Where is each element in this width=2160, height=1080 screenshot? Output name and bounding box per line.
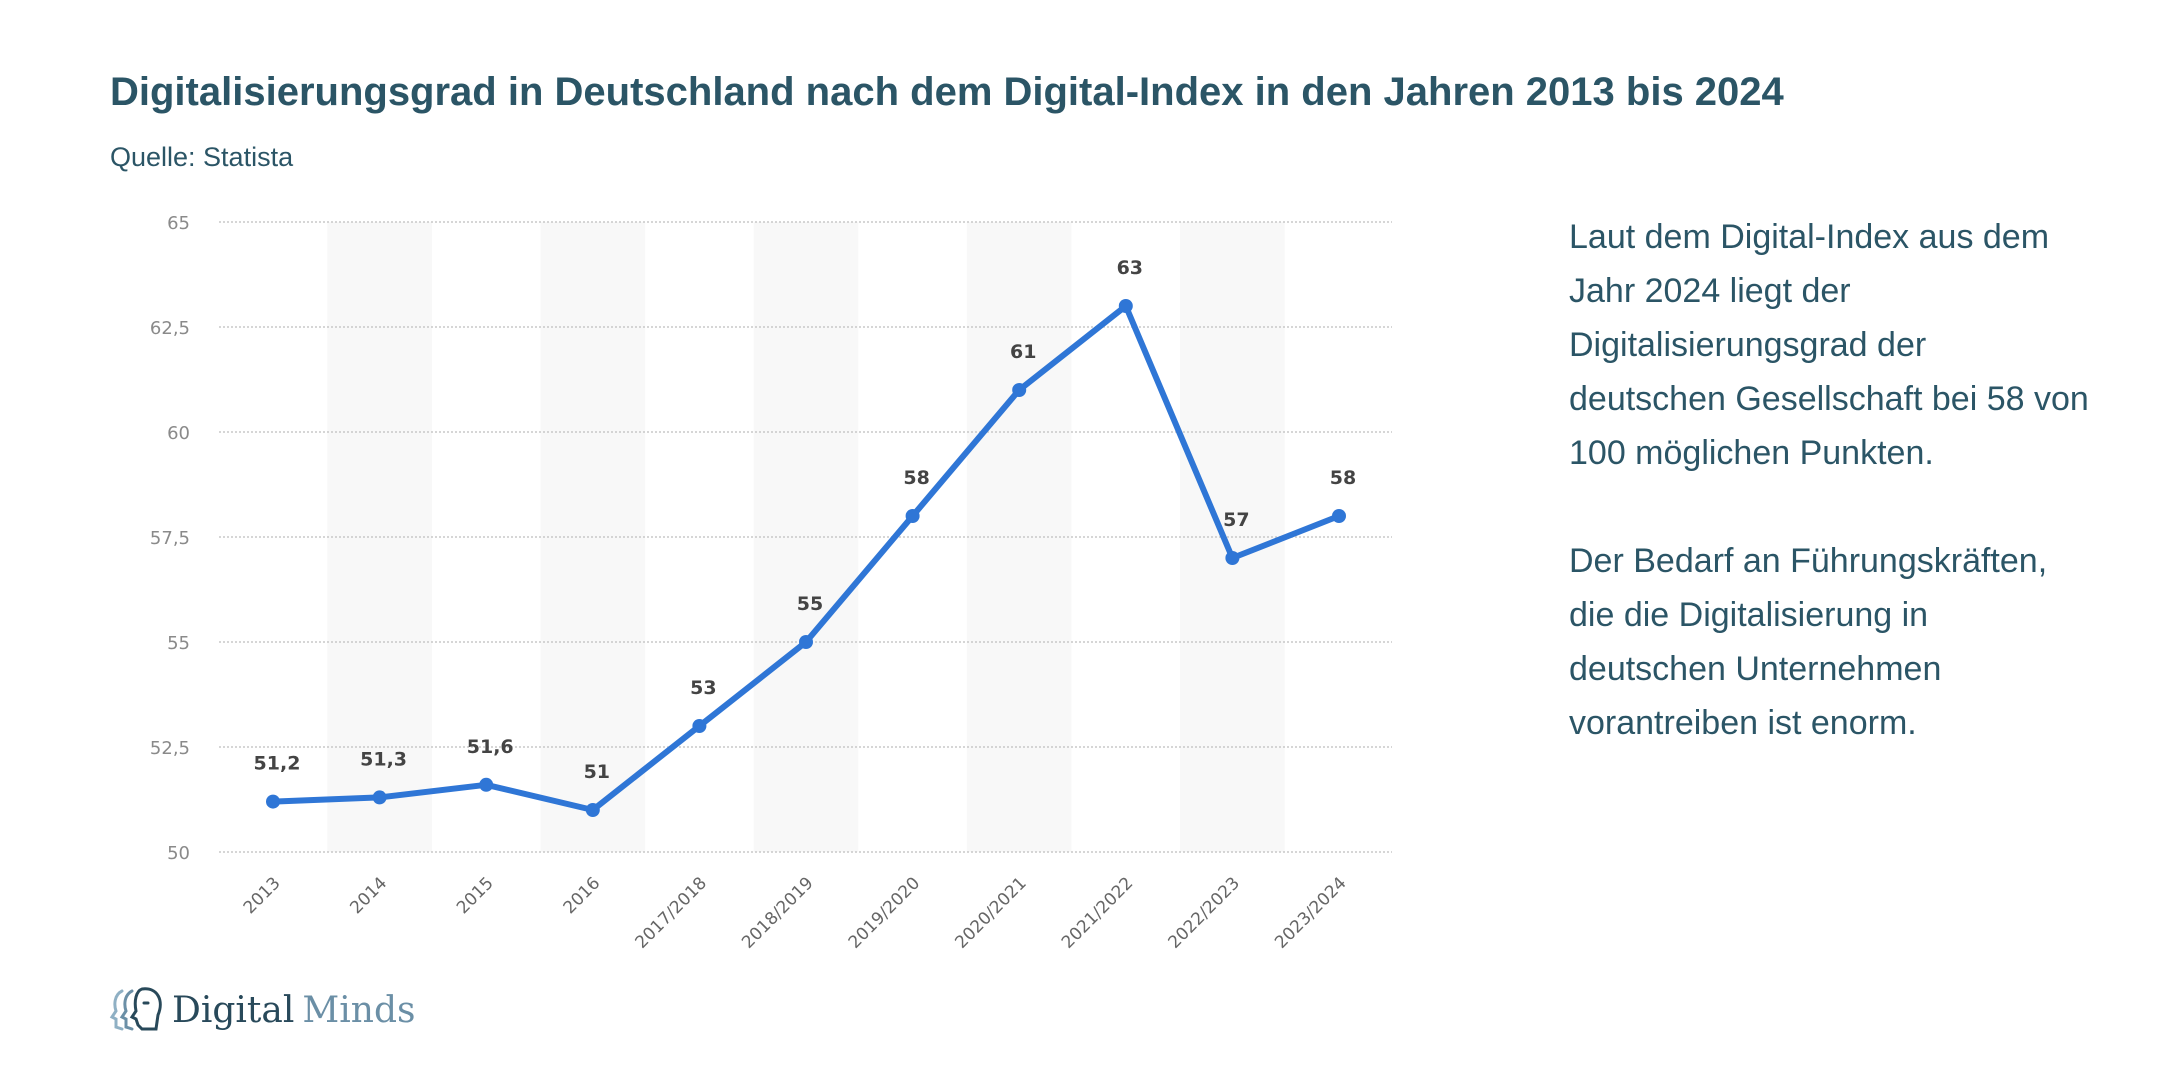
y-tick-label: 57,5 [150, 528, 190, 549]
y-tick-label: 65 [167, 213, 190, 234]
column-band [753, 222, 859, 852]
data-label: 51 [584, 761, 610, 783]
data-label: 55 [797, 593, 823, 615]
y-tick-label: 60 [167, 423, 190, 444]
data-point [585, 803, 600, 817]
x-tick-label: 2018/2019 [738, 873, 817, 952]
data-label: 63 [1117, 257, 1143, 279]
x-tick-label: 2021/2022 [1058, 873, 1137, 952]
data-label: 57 [1223, 509, 1249, 531]
x-tick-label: 2022/2023 [1165, 873, 1244, 952]
x-tick-label: 2023/2024 [1271, 873, 1350, 952]
data-label: 53 [690, 677, 716, 699]
chart-title: Digitalisierungsgrad in Deutschland nach… [110, 70, 1784, 114]
x-tick-label: 2019/2020 [845, 873, 924, 952]
side-paragraph-1: Laut dem Digital-Index aus dem Jahr 2024… [1569, 218, 2089, 472]
digital-minds-logo: Digital Minds [108, 985, 415, 1035]
data-label: 51,2 [254, 753, 301, 775]
data-point [266, 794, 280, 809]
data-point [1118, 299, 1133, 313]
x-tick-label: 2016 [560, 873, 605, 918]
side-paragraph-2: Der Bedarf an Führungskräften, die die D… [1569, 542, 2048, 742]
x-tick-label: 2014 [346, 873, 391, 918]
data-point [799, 635, 813, 649]
chart-source: Quelle: Statista [110, 142, 294, 172]
data-point [1012, 383, 1027, 397]
y-tick-label: 52,5 [150, 738, 190, 759]
y-tick-label: 55 [167, 633, 190, 654]
x-tick-label: 2013 [240, 873, 285, 918]
x-tick-label: 2015 [453, 873, 498, 918]
data-label: 58 [1330, 467, 1356, 489]
y-tick-label: 50 [167, 843, 190, 864]
data-point [372, 790, 387, 805]
y-tick-label: 62,5 [150, 318, 190, 339]
heads-logo-icon [109, 987, 162, 1031]
x-tick-label: 2017/2018 [632, 873, 711, 952]
data-point [905, 509, 920, 523]
logo-text-minds: Minds [302, 989, 416, 1031]
data-label: 58 [903, 467, 929, 489]
data-point [1332, 509, 1346, 523]
data-point [1225, 551, 1240, 565]
data-point [479, 777, 494, 792]
data-label: 51,6 [467, 736, 514, 758]
logo-text-digital: Digital [172, 989, 295, 1031]
data-point [692, 719, 707, 733]
data-label: 51,3 [360, 748, 407, 770]
x-tick-label: 2020/2021 [951, 873, 1030, 952]
side-text: Laut dem Digital-Index aus dem Jahr 2024… [1569, 210, 2089, 804]
data-label: 61 [1010, 341, 1036, 363]
